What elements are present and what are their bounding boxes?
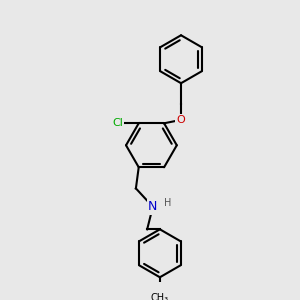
Text: CH₃: CH₃ <box>151 293 169 300</box>
Text: O: O <box>177 115 185 125</box>
Text: Cl: Cl <box>112 118 123 128</box>
Text: H: H <box>164 197 171 208</box>
Text: N: N <box>148 200 158 213</box>
